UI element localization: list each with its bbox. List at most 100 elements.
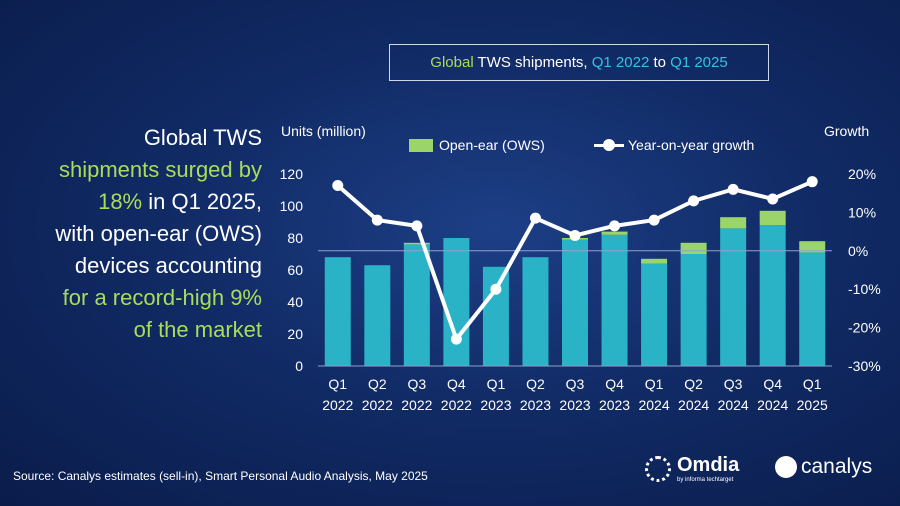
tws-bar	[759, 225, 786, 366]
tws-bar	[680, 254, 707, 366]
ows-bar	[759, 210, 786, 226]
title-end: Q1 2025	[670, 54, 728, 71]
tws-bar	[364, 265, 391, 366]
y2-axis-title: Growth	[824, 123, 870, 139]
omdia-circle-icon	[645, 456, 671, 482]
growth-point	[609, 220, 621, 232]
y-tick-label: 40	[287, 294, 303, 310]
x-tick-year: 2022	[362, 397, 393, 413]
x-tick-quarter: Q1	[645, 376, 664, 392]
x-tick-quarter: Q3	[408, 376, 427, 392]
y2-tick-label: 0%	[848, 243, 868, 259]
headline-line-3: 18% in Q1 2025,	[10, 186, 262, 218]
y-axis-title: Units (million)	[281, 123, 366, 139]
x-tick-year: 2024	[718, 397, 749, 413]
x-tick-quarter: Q2	[368, 376, 387, 392]
x-tick-quarter: Q3	[566, 376, 585, 392]
headline: Global TWS shipments surged by 18% in Q1…	[10, 122, 262, 346]
chart-title-box: Global TWS shipments, Q1 2022 to Q1 2025	[389, 44, 769, 81]
canalys-icon	[775, 456, 797, 478]
headline-line-6: for a record-high 9%	[62, 285, 262, 310]
ows-bar	[720, 217, 747, 229]
tws-bar	[522, 257, 549, 366]
title-global: Global	[430, 54, 474, 71]
ows-bar	[601, 231, 628, 235]
ows-bar	[403, 242, 430, 245]
x-tick-year: 2022	[401, 397, 432, 413]
x-tick-year: 2023	[520, 397, 551, 413]
source-note: Source: Canalys estimates (sell-in), Sma…	[13, 469, 428, 483]
x-tick-quarter: Q4	[605, 376, 624, 392]
growth-point	[569, 229, 581, 241]
tws-bar	[641, 263, 668, 366]
x-tick-year: 2023	[559, 397, 590, 413]
canalys-name: canalys	[801, 455, 873, 478]
legend-yoy-marker	[594, 138, 624, 152]
growth-point	[688, 195, 700, 207]
ows-bar	[799, 241, 826, 253]
omdia-sub: by informa techtarget	[677, 477, 734, 483]
omdia-name: Omdia	[677, 454, 740, 476]
tws-bar	[601, 234, 628, 366]
x-tick-quarter: Q2	[526, 376, 545, 392]
x-tick-year: 2023	[480, 397, 511, 413]
x-tick-year: 2022	[441, 397, 472, 413]
x-tick-quarter: Q1	[487, 376, 506, 392]
headline-highlight: 18%	[98, 189, 143, 214]
legend-ows: Open-ear (OWS)	[409, 137, 545, 153]
y-tick-label: 120	[280, 166, 304, 182]
y2-tick-label: -30%	[848, 358, 881, 374]
tws-bar	[562, 239, 588, 366]
tws-bar	[482, 266, 509, 366]
x-tick-year: 2024	[757, 397, 788, 413]
title-start: Q1 2022	[591, 54, 650, 71]
headline-line-2: shipments surged by	[59, 157, 262, 182]
x-tick-quarter: Q1	[803, 376, 822, 392]
x-tick-quarter: Q4	[447, 376, 466, 392]
canalys-logo: canalys	[775, 455, 872, 479]
growth-point	[490, 283, 502, 295]
y-tick-label: 60	[287, 262, 303, 278]
growth-point	[450, 333, 462, 345]
y-tick-label: 80	[287, 230, 303, 246]
growth-point	[767, 193, 779, 205]
growth-point	[332, 180, 344, 192]
headline-line-3-rest: in Q1 2025,	[142, 189, 262, 214]
y-tick-label: 20	[287, 326, 303, 342]
y-tick-label: 0	[295, 358, 303, 374]
legend-yoy: Year-on-year growth	[594, 137, 754, 153]
headline-line-7: of the market	[133, 317, 262, 342]
y2-tick-label: -20%	[848, 320, 881, 336]
x-tick-quarter: Q1	[328, 376, 347, 392]
x-tick-year: 2024	[678, 397, 709, 413]
growth-point	[529, 212, 541, 224]
tws-bar	[403, 244, 430, 366]
legend-ows-label: Open-ear (OWS)	[439, 137, 545, 153]
headline-line-5: devices accounting	[74, 253, 262, 278]
growth-point	[371, 214, 383, 226]
x-tick-quarter: Q4	[763, 376, 782, 392]
y-tick-label: 100	[280, 198, 304, 214]
growth-point	[648, 214, 660, 226]
tws-bar	[720, 228, 747, 366]
headline-line-4: with open-ear (OWS)	[55, 221, 262, 246]
y2-tick-label: 20%	[848, 166, 876, 182]
title-tws: TWS shipments,	[473, 54, 592, 71]
headline-line-1: Global TWS	[143, 125, 262, 150]
ows-bar	[680, 242, 707, 254]
tws-bar	[443, 238, 470, 366]
growth-point	[727, 183, 739, 195]
legend-ows-swatch	[409, 138, 433, 152]
x-tick-year: 2023	[599, 397, 630, 413]
y2-tick-label: -10%	[848, 281, 881, 297]
x-tick-year: 2025	[797, 397, 828, 413]
tws-bar	[799, 252, 826, 366]
x-tick-year: 2022	[322, 397, 353, 413]
ows-bar	[641, 258, 668, 264]
x-tick-quarter: Q3	[724, 376, 743, 392]
growth-point	[806, 176, 818, 188]
title-to: to	[649, 54, 671, 71]
legend-yoy-label: Year-on-year growth	[628, 137, 755, 153]
x-tick-quarter: Q2	[684, 376, 703, 392]
